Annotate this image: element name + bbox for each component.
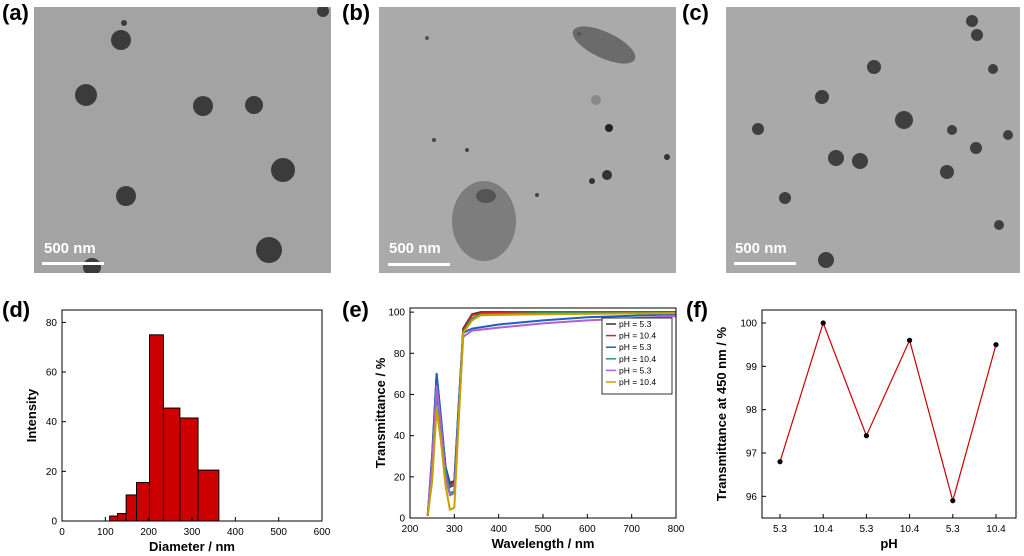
x-tick-label: 10.4 (900, 524, 920, 535)
data-point (907, 337, 913, 343)
x-tick-label: 400 (490, 524, 507, 535)
scale-bar-label-a: 500 nm (44, 240, 96, 257)
x-tick-label: 600 (579, 524, 596, 535)
x-tick-label: 10.4 (813, 524, 833, 535)
y-tick-label: 0 (51, 517, 57, 528)
y-tick-label: 97 (746, 449, 758, 460)
panel-label-d: (d) (2, 297, 31, 322)
panel-label-c: (c) (682, 0, 709, 25)
data-point (950, 498, 956, 504)
legend-entry: pH = 5.3 (619, 319, 652, 329)
panel-label-a: (a) (2, 0, 29, 25)
histogram-bar (116, 513, 127, 522)
histogram-bar (109, 515, 118, 522)
particles-c (752, 15, 1013, 268)
legend-entry: pH = 10.4 (619, 377, 656, 387)
x-axis-label: Wavelength / nm (492, 536, 595, 551)
panel-label-e: (e) (342, 297, 369, 322)
histogram-bar (136, 482, 151, 522)
panel-label-f: (f) (686, 297, 708, 322)
y-tick-label: 100 (740, 319, 757, 330)
y-tick-label: 0 (399, 514, 405, 525)
histogram-bar (125, 494, 138, 522)
y-tick-label: 80 (46, 318, 58, 329)
plot-frame (761, 309, 1017, 519)
particles-a (75, 7, 329, 273)
tem-image-b: 500 nm (379, 7, 676, 273)
histogram-bar (162, 407, 181, 522)
x-tick-label: 5.3 (946, 524, 960, 535)
legend-entry: pH = 10.4 (619, 331, 656, 341)
x-tick-label: 500 (535, 524, 552, 535)
x-tick-label: 200 (402, 524, 419, 535)
histogram-bar (149, 334, 164, 522)
x-tick-label: 400 (227, 527, 244, 538)
histogram-bar (179, 417, 199, 522)
y-tick-label: 20 (46, 467, 58, 478)
scale-bar-label-c: 500 nm (735, 240, 787, 257)
x-tick-label: 600 (314, 527, 331, 538)
legend-entry: pH = 10.4 (619, 354, 656, 364)
data-point (863, 433, 869, 439)
x-tick-label: 300 (184, 527, 201, 538)
x-tick-label: 10.4 (986, 524, 1006, 535)
y-tick-label: 99 (746, 362, 758, 373)
x-tick-label: 5.3 (773, 524, 787, 535)
tem-image-c: 500 nm (726, 7, 1020, 273)
x-axis-label: pH (880, 536, 897, 551)
x-tick-label: 0 (59, 527, 65, 538)
legend: pH = 5.3pH = 10.4pH = 5.3pH = 10.4pH = 5… (601, 317, 673, 395)
y-tick-label: 60 (394, 390, 406, 401)
y-tick-label: 96 (746, 492, 758, 503)
transmittance-ph-chart: 5.3 10.4 5.3 10.4 5.3 10.4 96 97 98 99 100 pH Transm… (714, 309, 1017, 551)
y-axis-label: Intensity (24, 388, 39, 442)
data-point (820, 320, 826, 326)
spectrum-line (426, 312, 677, 517)
y-tick-label: 60 (46, 368, 58, 379)
scale-bar-label-b: 500 nm (389, 240, 441, 257)
x-tick-label: 800 (668, 524, 685, 535)
x-tick-label: 200 (140, 527, 157, 538)
y-axis-label: Transmittance / % (373, 357, 388, 468)
x-axis-label: Diameter / nm (149, 539, 235, 554)
y-axis-label: Transmittance at 450 nm / % (714, 326, 729, 501)
legend-entry: pH = 5.3 (619, 342, 652, 352)
x-tick-label: 300 (446, 524, 463, 535)
legend-entry: pH = 5.3 (619, 365, 652, 375)
data-point (777, 459, 783, 465)
histogram-chart: 0 100 200 300 400 500 600 0 20 40 60 80 Diameter / n… (24, 309, 331, 554)
y-tick-label: 40 (46, 417, 58, 428)
x-tick-label: 100 (97, 527, 114, 538)
particles-b (425, 26, 670, 261)
y-tick-label: 40 (394, 431, 406, 442)
y-tick-label: 98 (746, 405, 758, 416)
y-tick-label: 20 (394, 472, 406, 483)
tem-image-a: 500 nm (34, 7, 331, 273)
panel-label-b: (b) (342, 0, 371, 25)
x-tick-label: 5.3 (859, 524, 873, 535)
x-tick-label: 500 (270, 527, 287, 538)
transmittance-spectrum-chart: 200 300 400 500 600 700 800 0 20 40 60 80 100 pH = 5.… (373, 307, 685, 551)
data-point (993, 342, 999, 348)
y-tick-label: 100 (388, 308, 405, 319)
x-tick-label: 700 (623, 524, 640, 535)
histogram-bar (197, 469, 220, 522)
y-tick-label: 80 (394, 349, 406, 360)
transmittance-line (779, 321, 997, 503)
